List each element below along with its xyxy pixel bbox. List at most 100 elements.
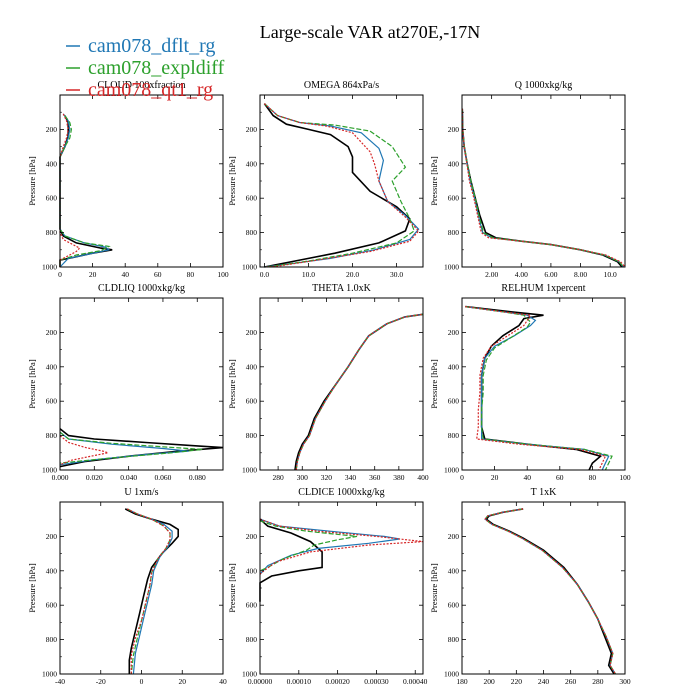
y-tick-label: 800 — [246, 431, 258, 440]
x-tick-label: 20 — [179, 677, 187, 686]
x-tick-label: 10.0 — [604, 270, 617, 279]
x-tick-label: 0 — [460, 473, 464, 482]
y-axis-label: Pressure [hPa] — [27, 563, 37, 613]
y-tick-label: 400 — [246, 566, 258, 575]
panel-title: CLDLIQ 1000xkg/kg — [98, 283, 185, 294]
y-tick-label: 200 — [246, 328, 258, 337]
panel-title: Q 1000xkg/kg — [515, 80, 573, 91]
x-tick-label: 30.0 — [390, 270, 403, 279]
y-tick-label: 400 — [246, 362, 258, 371]
x-tick-label: 400 — [417, 473, 429, 482]
figure-title: Large-scale VAR at270E,-17N — [260, 22, 480, 42]
plot-frame — [59, 94, 224, 268]
series-line-cam078_expldiff — [465, 306, 613, 471]
y-tick-label: 800 — [246, 635, 258, 644]
series-line-cam078_dflt_rg — [484, 508, 617, 675]
panel-4: THETA 1.0xK 200 400 600 800 1000 280 300 320 340 3… — [227, 283, 429, 482]
y-tick-label: 1000 — [444, 263, 459, 272]
series-line-cam078_qt1_rg — [484, 508, 617, 675]
series-line-cam078_qt1_rg — [126, 508, 171, 674]
legend-entry-cam078_qt1_rg: cam078_qt1_rg — [66, 79, 213, 101]
y-tick-label: 800 — [46, 635, 58, 644]
y-tick-label: 400 — [448, 362, 460, 371]
y-tick-label: 1000 — [242, 466, 257, 475]
x-tick-label: 0.000 — [52, 473, 69, 482]
y-tick-label: 600 — [46, 194, 58, 203]
y-tick-label: 600 — [46, 397, 58, 406]
y-tick-label: 600 — [246, 601, 258, 610]
x-tick-label: 300 — [619, 677, 631, 686]
y-tick-label: 200 — [46, 328, 58, 337]
x-tick-label: 4.00 — [515, 270, 528, 279]
y-tick-label: 800 — [46, 228, 58, 237]
series-line-cam078_expldiff — [126, 508, 171, 675]
y-tick-label: 800 — [448, 431, 460, 440]
y-tick-label: 1000 — [42, 670, 57, 679]
series-line-ref — [485, 508, 615, 675]
y-tick-label: 1000 — [42, 466, 57, 475]
panel-7: CLDICE 1000xkg/kg 200 400 600 800 10000.00000… — [227, 487, 428, 686]
series-line-cam078_dflt_rg — [126, 508, 173, 675]
x-tick-label: 0.040 — [120, 473, 137, 482]
y-tick-label: 400 — [448, 159, 460, 168]
series-line-cam078_qt1_rg — [59, 113, 81, 267]
panel-2: Q 1000xkg/kg 200 400 600 800 1000 2.00 4.00 6.00… — [429, 80, 626, 279]
plot-frame — [59, 297, 224, 471]
x-tick-label: 0.060 — [155, 473, 172, 482]
plot-frame — [461, 297, 626, 471]
y-tick-label: 200 — [246, 532, 258, 541]
plot-frame — [259, 297, 424, 471]
legend-label: cam078_expldiff — [88, 57, 225, 79]
x-tick-label: 100 — [217, 270, 229, 279]
y-tick-label: 400 — [46, 362, 58, 371]
panel-title: CLDICE 1000xkg/kg — [298, 487, 384, 498]
series-line-cam078_expldiff — [263, 103, 415, 268]
y-tick-label: 400 — [46, 566, 58, 575]
x-tick-label: 0.080 — [189, 473, 206, 482]
y-tick-label: 200 — [448, 532, 460, 541]
series-line-ref — [259, 518, 323, 602]
y-tick-label: 1000 — [42, 263, 57, 272]
x-tick-label: 340 — [345, 473, 357, 482]
x-tick-label: 220 — [511, 677, 523, 686]
x-tick-label: 0.00030 — [364, 677, 389, 686]
y-tick-label: 800 — [448, 228, 460, 237]
x-tick-label: 0.020 — [86, 473, 103, 482]
x-tick-label: 0 — [140, 677, 144, 686]
x-tick-label: 0.00020 — [325, 677, 350, 686]
series-line-cam078_expldiff — [295, 313, 424, 471]
y-axis-label: Pressure [hPa] — [227, 563, 237, 613]
x-tick-label: 10.0 — [302, 270, 315, 279]
legend: cam078_dflt_rgcam078_expldiffcam078_qt1_… — [66, 35, 225, 101]
x-tick-label: 0.00000 — [248, 677, 273, 686]
legend-label: cam078_qt1_rg — [88, 79, 213, 101]
x-tick-label: -40 — [55, 677, 65, 686]
series-line-ref — [294, 313, 424, 471]
series-line-cam078_dflt_rg — [259, 518, 400, 575]
y-tick-label: 1000 — [444, 466, 459, 475]
x-tick-label: 6.00 — [544, 270, 557, 279]
x-tick-label: 8.00 — [574, 270, 587, 279]
y-tick-label: 600 — [46, 601, 58, 610]
series-line-cam078_qt1_rg — [461, 108, 626, 268]
x-tick-label: 100 — [619, 473, 631, 482]
x-tick-label: 40 — [121, 270, 129, 279]
x-tick-label: 80 — [589, 473, 597, 482]
series-line-ref — [263, 103, 411, 268]
y-axis-label: Pressure [hPa] — [227, 359, 237, 409]
x-tick-label: -20 — [96, 677, 106, 686]
y-tick-label: 200 — [448, 328, 460, 337]
series-line-cam078_dflt_rg — [295, 313, 424, 471]
legend-entry-cam078_expldiff: cam078_expldiff — [66, 57, 225, 79]
y-tick-label: 400 — [46, 159, 58, 168]
series-line-cam078_qt1_rg — [59, 435, 111, 466]
x-tick-label: 40 — [219, 677, 227, 686]
x-tick-label: 180 — [456, 677, 468, 686]
y-axis-label: Pressure [hPa] — [429, 359, 439, 409]
plot-frame — [461, 94, 626, 268]
